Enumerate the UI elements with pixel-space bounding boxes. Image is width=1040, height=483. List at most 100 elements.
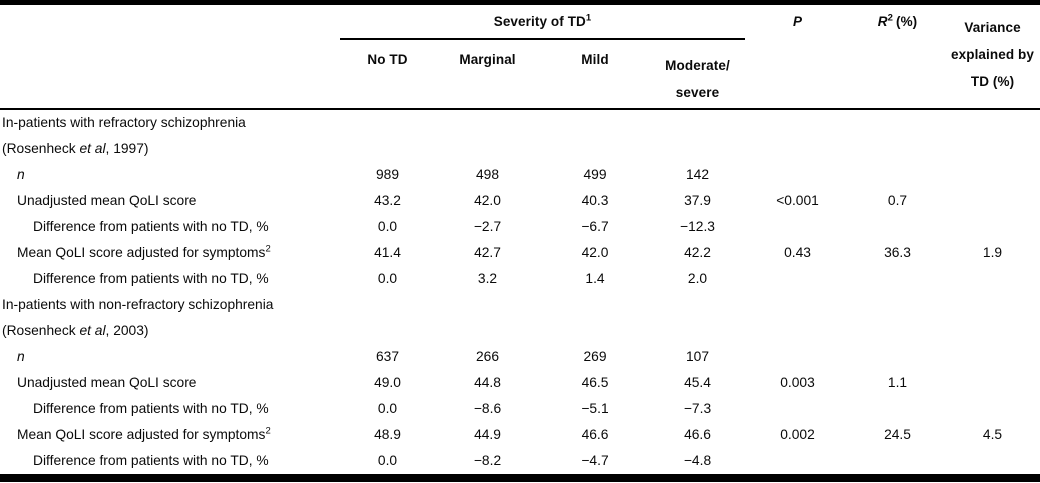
section-title: In-patients with non-refractory schizoph… (2, 297, 274, 312)
cell-value (850, 162, 945, 188)
cell-value: 1.1 (887, 375, 908, 390)
cell-value (850, 214, 945, 240)
cell-value: 37.9 (684, 193, 711, 208)
cell-value (945, 396, 1040, 422)
cell-value: 42.0 (474, 193, 501, 208)
row-label-footnote-marker: 2 (265, 425, 271, 437)
cell-value: 499 (583, 167, 607, 182)
table-header: Severity of TD1 P R2 (%) Variance explain… (0, 2, 1040, 110)
row-label: Difference from patients with no TD, % (0, 214, 340, 240)
p-header-label: P (792, 14, 803, 29)
row-label-text: Mean QoLI score adjusted for symptoms (17, 427, 266, 442)
cell-value: 40.3 (581, 193, 609, 208)
section-title-row: In-patients with non-refractory schizoph… (0, 292, 1040, 318)
row-label-footnote-marker: 2 (265, 243, 271, 255)
cell-value: 0.43 (784, 245, 811, 260)
cell-value (945, 370, 1040, 396)
cell-value: 637 (375, 349, 400, 364)
cell-value: 49.0 (374, 375, 401, 390)
moderate-header-line: Moderate/ (665, 57, 730, 73)
row-label: Unadjusted mean QoLI score (0, 370, 340, 396)
table-row: Mean QoLI score adjusted for symptoms2 41… (0, 240, 1040, 266)
citation-text: et al (79, 323, 106, 338)
cell-value: 44.9 (474, 427, 501, 442)
cell-value: 989 (375, 167, 400, 182)
cell-value: 46.6 (581, 427, 609, 442)
cell-value: 36.3 (884, 245, 911, 260)
row-label-text: Unadjusted mean QoLI score (17, 193, 197, 208)
cell-value: 498 (475, 167, 500, 182)
cell-value: −7.3 (683, 401, 712, 416)
cell-value: 43.2 (374, 193, 401, 208)
section-title-row: In-patients with refractory schizophreni… (0, 109, 1040, 136)
cell-value: 266 (475, 349, 500, 364)
cell-value: −2.7 (473, 219, 502, 234)
section-citation-row: (Rosenheck et al, 2003) (0, 318, 1040, 344)
row-label-text: n (17, 349, 25, 364)
cell-value (745, 266, 850, 292)
cell-value: 42.7 (474, 245, 501, 260)
cell-value: 0.003 (780, 375, 815, 390)
cell-value (945, 162, 1040, 188)
cell-value: −4.7 (581, 453, 609, 468)
section-title: In-patients with refractory schizophreni… (2, 115, 246, 130)
cell-value: <0.001 (776, 193, 819, 208)
cell-value: 1.9 (982, 245, 1003, 260)
cell-value (745, 448, 850, 478)
section-citation-row: (Rosenheck et al, 1997) (0, 136, 1040, 162)
col-header-no-td: No TD (340, 38, 435, 110)
cell-value: 44.8 (474, 375, 501, 390)
variance-column-header: Variance explained by TD (%) (945, 2, 1040, 110)
table-row: Mean QoLI score adjusted for symptoms2 48… (0, 422, 1040, 448)
cell-value: −4.8 (683, 453, 712, 468)
cell-value: 142 (685, 167, 710, 182)
cell-value: 41.4 (374, 245, 401, 260)
cell-value: 46.5 (581, 375, 609, 390)
cell-value: 269 (583, 349, 607, 364)
cell-value (945, 266, 1040, 292)
table-row: Unadjusted mean QoLI score 43.2 42.0 40.3 37… (0, 188, 1040, 214)
citation-text: , 2003) (105, 323, 149, 338)
cell-value: 3.2 (477, 271, 498, 286)
row-label-text: Unadjusted mean QoLI score (17, 375, 197, 390)
r2-header-suffix: (%) (895, 14, 918, 29)
row-label: Mean QoLI score adjusted for symptoms2 (0, 422, 340, 448)
cell-value (945, 214, 1040, 240)
cell-value: 2.0 (687, 271, 708, 286)
table-row: Difference from patients with no TD, % 0.… (0, 448, 1040, 478)
cell-value: 48.9 (374, 427, 401, 442)
cell-value: 45.4 (684, 375, 711, 390)
variance-header-line: Variance (964, 20, 1021, 35)
section-citation: (Rosenheck et al, 1997) (0, 136, 1040, 162)
cell-value (850, 396, 945, 422)
cell-value: 24.5 (884, 427, 911, 442)
citation-text: et al (79, 141, 106, 156)
cell-value: 4.5 (982, 427, 1003, 442)
r2-header-letter: R (877, 14, 888, 29)
section-citation: (Rosenheck et al, 2003) (0, 318, 1040, 344)
row-label-text: n (17, 167, 25, 182)
row-label: n (0, 162, 340, 188)
row-label-text: Difference from patients with no TD, % (33, 401, 269, 416)
row-label: Difference from patients with no TD, % (0, 396, 340, 422)
row-label: Difference from patients with no TD, % (0, 448, 340, 478)
cell-value: 0.0 (377, 271, 398, 286)
cell-value: −8.2 (473, 453, 502, 468)
col-header-mild: Mild (540, 38, 650, 110)
r2-header-sup: 2 (887, 12, 893, 24)
row-label: Unadjusted mean QoLI score (0, 188, 340, 214)
table-row: Unadjusted mean QoLI score 49.0 44.8 46.5 45… (0, 370, 1040, 396)
cell-value (745, 344, 850, 370)
table-row: Difference from patients with no TD, % 0.… (0, 396, 1040, 422)
cell-value (745, 162, 850, 188)
cell-value (945, 344, 1040, 370)
citation-text: , 1997) (105, 141, 149, 156)
row-label: Difference from patients with no TD, % (0, 266, 340, 292)
table-row: Difference from patients with no TD, % 0.… (0, 266, 1040, 292)
cell-value (850, 344, 945, 370)
table-row: n 637 266 269 107 (0, 344, 1040, 370)
severity-group-label: Severity of TD (493, 14, 586, 29)
cell-value: 0.0 (377, 453, 398, 468)
